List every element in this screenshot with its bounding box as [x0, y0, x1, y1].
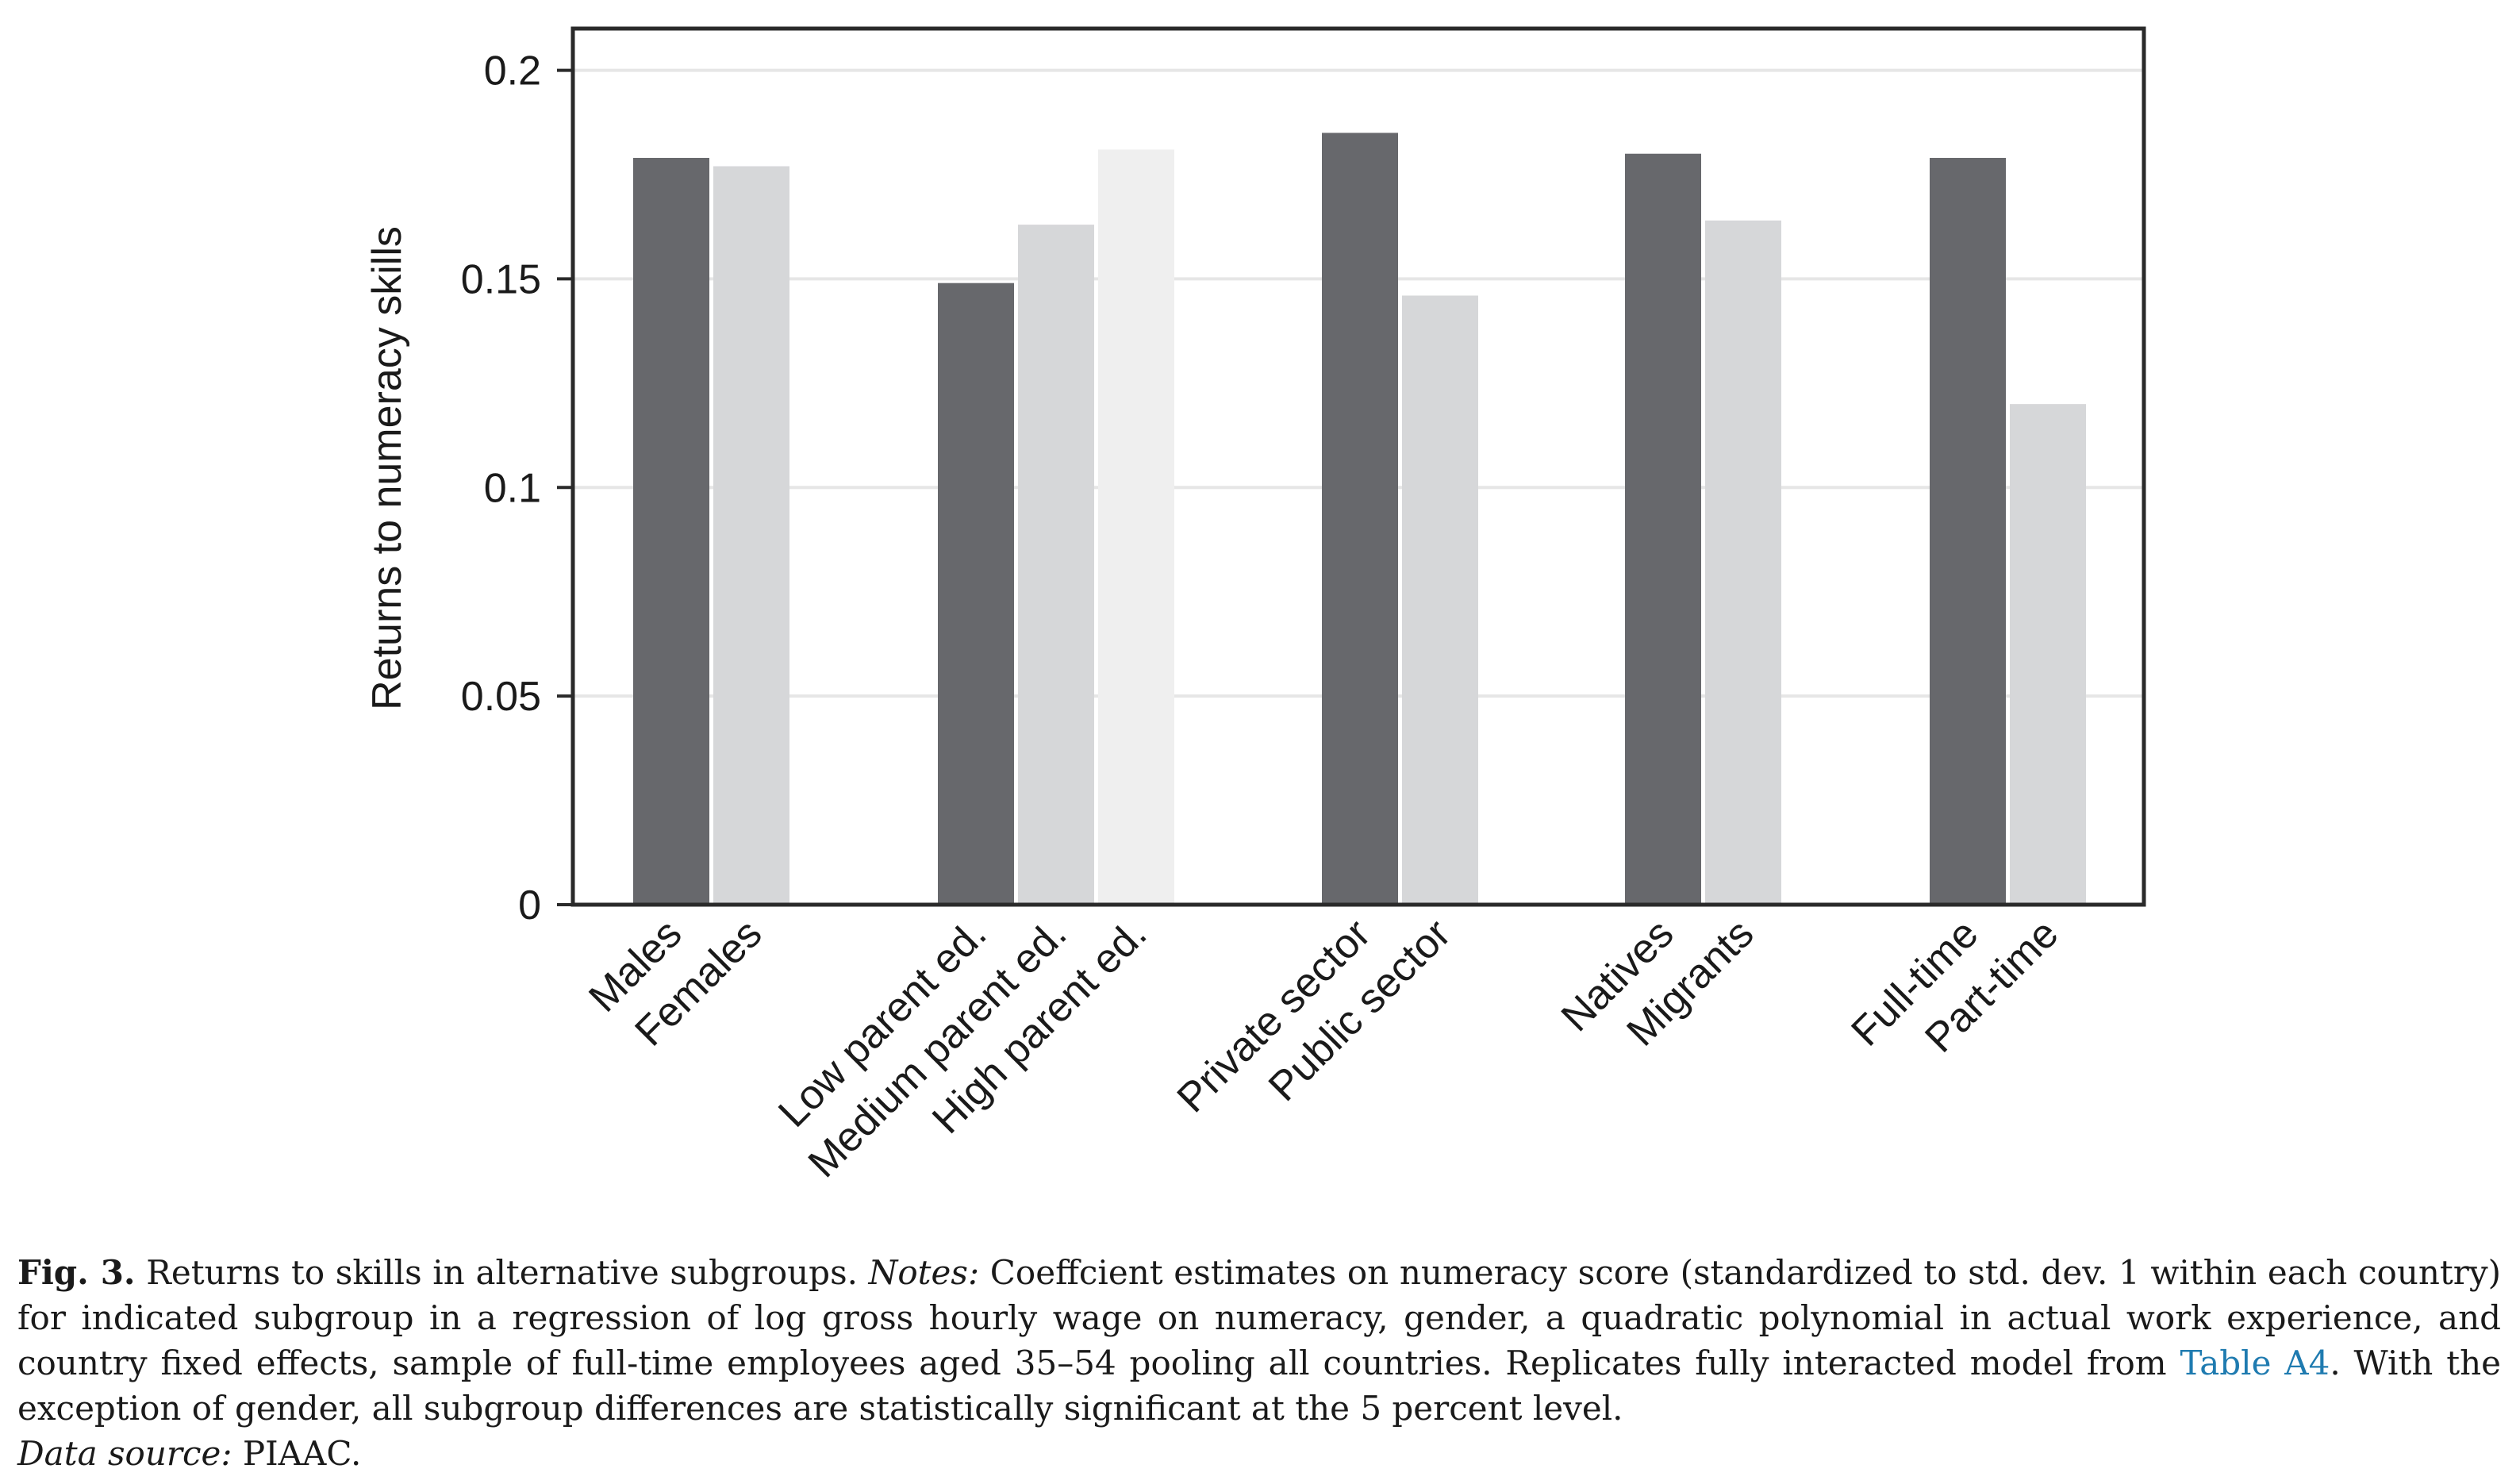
y-axis-label: Returns to numeracy skills — [364, 226, 410, 710]
y-tick-label: 0.2 — [484, 48, 541, 94]
y-tick-label: 0.1 — [484, 465, 541, 511]
notes-label: Notes: — [868, 1253, 980, 1292]
bar-full-time — [1930, 157, 2006, 905]
y-axis: 0 0.05 0.1 0.15 0.2 — [461, 48, 573, 928]
bar-medium-parent-ed — [1018, 225, 1094, 905]
notes-text: Coeffcient estimates on numeracy score (… — [17, 1253, 2501, 1382]
bar-part-time — [2010, 404, 2086, 905]
figure-title: Returns to skills in alternative subgrou… — [135, 1253, 869, 1292]
bar-public-sector — [1402, 295, 1478, 905]
bar-private-sector — [1322, 133, 1398, 905]
bar-natives — [1625, 153, 1701, 905]
table-a4-link[interactable]: Table A4 — [2180, 1344, 2330, 1382]
bar-males — [633, 157, 709, 905]
y-tick-label: 0.15 — [461, 256, 541, 302]
bar-low-parent-ed — [938, 283, 1014, 905]
notes-text-end: . With the exception of gender, all subg… — [17, 1344, 2501, 1428]
data-source-text: PIAAC. — [232, 1434, 362, 1473]
data-source-label: Data source: — [17, 1434, 232, 1473]
y-tick-label: 0.05 — [461, 674, 541, 720]
bar-females — [713, 166, 789, 905]
bars — [633, 133, 2086, 905]
plot-frame — [570, 26, 2146, 907]
data-source-line: Data source: PIAAC. — [17, 1431, 2501, 1476]
bar-migrants — [1705, 220, 1781, 905]
bar-high-parent-ed — [1098, 149, 1174, 905]
caption-body: Fig. 3. Returns to skills in alternative… — [17, 1250, 2501, 1431]
y-tick-label: 0 — [518, 882, 541, 928]
figure-label: Fig. 3. — [17, 1253, 136, 1292]
figure-caption: Fig. 3. Returns to skills in alternative… — [17, 1250, 2501, 1476]
